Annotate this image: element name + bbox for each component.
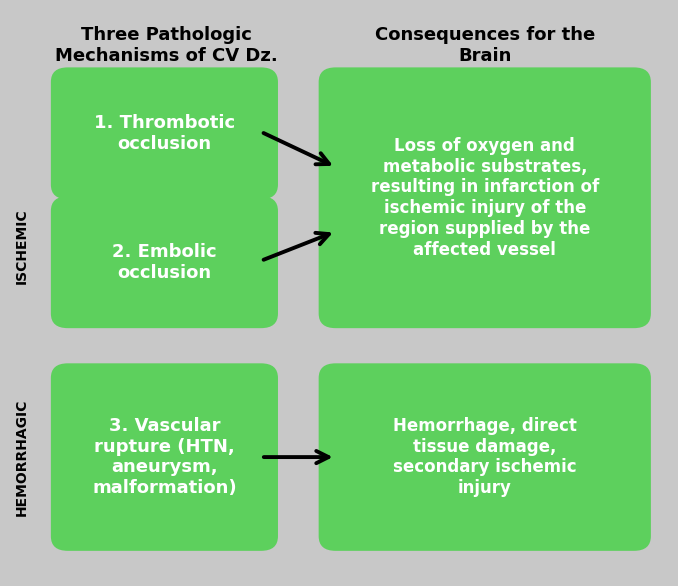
Text: Hemorrhage, direct
tissue damage,
secondary ischemic
injury: Hemorrhage, direct tissue damage, second… bbox=[393, 417, 577, 498]
Text: 3. Vascular
rupture (HTN,
aneurysm,
malformation): 3. Vascular rupture (HTN, aneurysm, malf… bbox=[92, 417, 237, 498]
FancyBboxPatch shape bbox=[51, 363, 278, 551]
Text: Loss of oxygen and
metabolic substrates,
resulting in infarction of
ischemic inj: Loss of oxygen and metabolic substrates,… bbox=[371, 137, 599, 259]
Text: 2. Embolic
occlusion: 2. Embolic occlusion bbox=[112, 243, 217, 282]
Text: Three Pathologic
Mechanisms of CV Dz.: Three Pathologic Mechanisms of CV Dz. bbox=[55, 26, 277, 65]
Text: HEMORRHAGIC: HEMORRHAGIC bbox=[15, 398, 28, 516]
FancyBboxPatch shape bbox=[51, 196, 278, 328]
Text: 1. Thrombotic
occlusion: 1. Thrombotic occlusion bbox=[94, 114, 235, 153]
FancyBboxPatch shape bbox=[319, 67, 651, 328]
FancyBboxPatch shape bbox=[319, 363, 651, 551]
Text: ISCHEMIC: ISCHEMIC bbox=[15, 208, 28, 284]
Text: Consequences for the
Brain: Consequences for the Brain bbox=[375, 26, 595, 65]
FancyBboxPatch shape bbox=[51, 67, 278, 199]
